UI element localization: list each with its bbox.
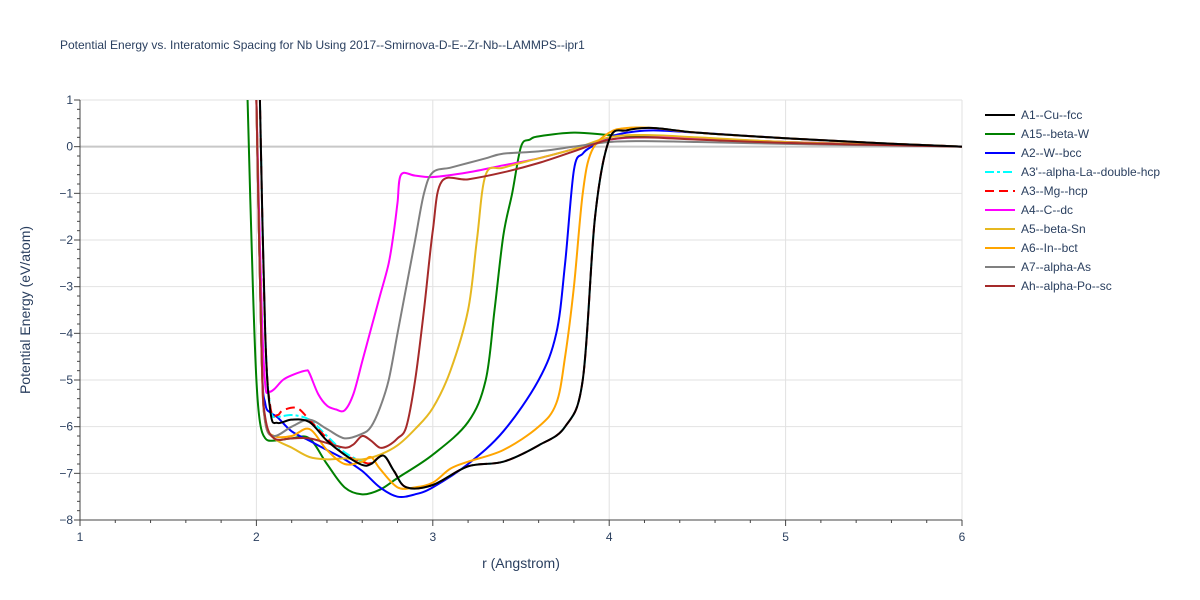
y-tick-label: −4 xyxy=(59,326,73,340)
legend-label: A7--alpha-As xyxy=(1021,260,1091,274)
legend-label: A4--C--dc xyxy=(1021,203,1073,217)
x-tick-label: 4 xyxy=(606,530,613,544)
y-tick-label: −3 xyxy=(59,280,73,294)
legend-item[interactable]: A4--C--dc xyxy=(985,203,1073,217)
legend-label: A3--Mg--hcp xyxy=(1021,184,1088,198)
legend-label: A5--beta-Sn xyxy=(1021,222,1086,236)
series-line-a6-in-bct xyxy=(255,100,962,490)
legend-label: A3'--alpha-La--double-hcp xyxy=(1021,165,1160,179)
y-tick-label: −8 xyxy=(59,513,73,527)
x-axis-title: r (Angstrom) xyxy=(482,555,560,571)
series-line-ah-alpha-po-sc xyxy=(255,100,962,449)
legend-item[interactable]: A2--W--bcc xyxy=(985,146,1081,160)
legend-label: A2--W--bcc xyxy=(1021,146,1081,160)
legend-item[interactable]: A15--beta-W xyxy=(985,127,1090,141)
chart-title: Potential Energy vs. Interatomic Spacing… xyxy=(60,38,585,52)
series-line-a7-alpha-as xyxy=(255,100,962,440)
axes: 1 2 3 4 5 6 1 0 −1 −2 −3 −4 −5 −6 −7 −8 xyxy=(59,93,965,544)
legend: A1--Cu--fcc A15--beta-W A2--W--bcc A3'--alp… xyxy=(985,108,1160,293)
legend-item[interactable]: A3--Mg--hcp xyxy=(985,184,1088,198)
legend-label: A1--Cu--fcc xyxy=(1021,108,1082,122)
y-tick-label: −6 xyxy=(59,420,73,434)
x-tick-label: 5 xyxy=(782,530,789,544)
x-tick-label: 2 xyxy=(253,530,260,544)
legend-item[interactable]: A6--In--bct xyxy=(985,241,1078,255)
y-tick-label: −2 xyxy=(59,233,73,247)
y-tick-label: 0 xyxy=(66,140,73,154)
grid xyxy=(80,99,963,520)
y-tick-label: 1 xyxy=(66,93,73,107)
legend-item[interactable]: A1--Cu--fcc xyxy=(985,108,1082,122)
x-tick-label: 1 xyxy=(77,530,84,544)
legend-item[interactable]: A5--beta-Sn xyxy=(985,222,1086,236)
x-tick-label: 6 xyxy=(959,530,966,544)
y-tick-label: −7 xyxy=(59,466,73,480)
legend-label: A6--In--bct xyxy=(1021,241,1078,255)
series-line-a15-beta-w xyxy=(246,100,962,496)
y-tick-label: −5 xyxy=(59,373,73,387)
series-line-a1-cu-fcc xyxy=(258,100,962,490)
plot-area xyxy=(246,100,962,499)
y-tick-label: −1 xyxy=(59,186,73,200)
legend-item[interactable]: A7--alpha-As xyxy=(985,260,1091,274)
y-axis-title: Potential Energy (eV/atom) xyxy=(17,226,33,394)
legend-label: A15--beta-W xyxy=(1021,127,1090,141)
legend-label: Ah--alpha-Po--sc xyxy=(1021,279,1112,293)
legend-item[interactable]: Ah--alpha-Po--sc xyxy=(985,279,1112,293)
legend-item[interactable]: A3'--alpha-La--double-hcp xyxy=(985,165,1160,179)
x-tick-label: 3 xyxy=(429,530,436,544)
